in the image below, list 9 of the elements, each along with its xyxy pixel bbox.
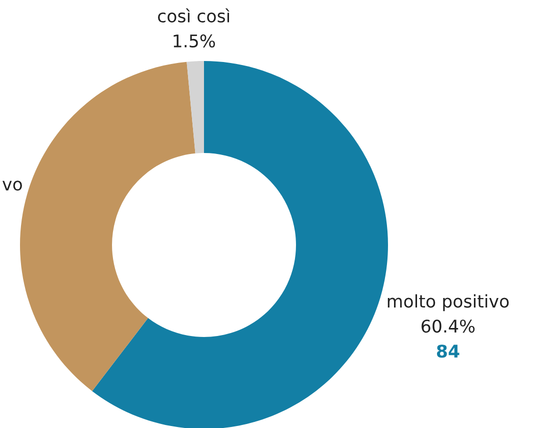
slice-label: così così [158,8,230,22]
data-label: 1.5% [174,34,215,48]
slice-label: molto positivo [388,294,509,312]
donut-slice [186,61,204,154]
donut-slice [20,62,196,392]
donut-slice [92,61,388,428]
slice-label: vo [2,180,22,191]
text: 84 [436,344,460,358]
data-label: 60.4% [422,320,475,333]
